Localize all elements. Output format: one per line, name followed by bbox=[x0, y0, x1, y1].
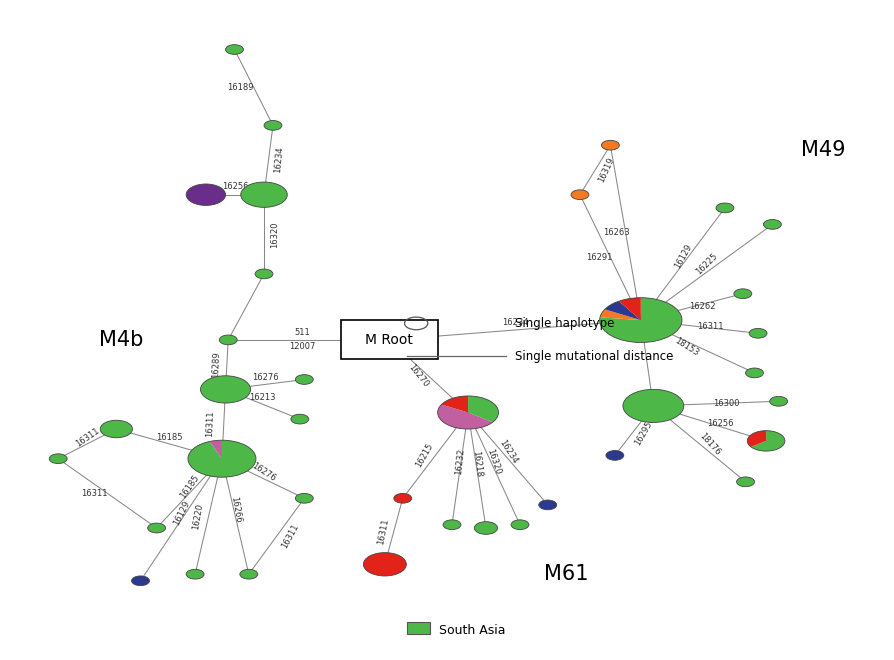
Text: 12007: 12007 bbox=[289, 342, 316, 351]
Text: 16185: 16185 bbox=[156, 433, 182, 442]
Text: 16189: 16189 bbox=[227, 83, 253, 92]
Ellipse shape bbox=[225, 45, 243, 54]
Polygon shape bbox=[750, 431, 784, 451]
Ellipse shape bbox=[748, 329, 766, 338]
Text: 16276: 16276 bbox=[249, 461, 276, 483]
Text: 16256: 16256 bbox=[706, 419, 733, 428]
Text: 16276: 16276 bbox=[251, 374, 278, 382]
Polygon shape bbox=[618, 298, 640, 320]
Text: 16256: 16256 bbox=[222, 182, 248, 191]
Ellipse shape bbox=[200, 376, 250, 403]
Ellipse shape bbox=[510, 520, 528, 529]
Ellipse shape bbox=[474, 521, 497, 535]
Ellipse shape bbox=[148, 523, 165, 533]
Text: 16311: 16311 bbox=[696, 322, 722, 331]
Ellipse shape bbox=[186, 570, 204, 579]
Ellipse shape bbox=[131, 576, 149, 585]
Ellipse shape bbox=[570, 190, 588, 199]
Ellipse shape bbox=[240, 570, 257, 579]
Text: 16215: 16215 bbox=[414, 442, 434, 469]
Ellipse shape bbox=[49, 454, 67, 463]
Polygon shape bbox=[599, 310, 640, 320]
Text: 16234: 16234 bbox=[502, 317, 527, 327]
Ellipse shape bbox=[291, 414, 308, 424]
Text: 16311: 16311 bbox=[73, 426, 101, 449]
Ellipse shape bbox=[240, 182, 287, 207]
Ellipse shape bbox=[715, 203, 733, 213]
Text: 16320: 16320 bbox=[485, 448, 502, 476]
Ellipse shape bbox=[733, 289, 751, 298]
Polygon shape bbox=[599, 298, 681, 343]
Text: 16232: 16232 bbox=[453, 448, 466, 476]
Polygon shape bbox=[188, 440, 256, 477]
Polygon shape bbox=[604, 301, 640, 320]
Ellipse shape bbox=[380, 335, 398, 345]
Ellipse shape bbox=[100, 420, 132, 438]
Text: 16129: 16129 bbox=[671, 242, 693, 270]
Text: South Asia: South Asia bbox=[438, 624, 504, 637]
Polygon shape bbox=[746, 431, 765, 447]
Text: 511: 511 bbox=[294, 328, 310, 337]
Text: 18176: 18176 bbox=[697, 431, 721, 457]
Ellipse shape bbox=[736, 477, 754, 486]
Text: 16266: 16266 bbox=[229, 496, 241, 524]
Ellipse shape bbox=[605, 451, 623, 460]
Ellipse shape bbox=[443, 520, 460, 529]
Text: 16262: 16262 bbox=[688, 302, 715, 312]
Ellipse shape bbox=[363, 552, 406, 576]
Text: 16218: 16218 bbox=[470, 450, 483, 477]
Text: 16289: 16289 bbox=[211, 351, 221, 378]
FancyBboxPatch shape bbox=[340, 321, 438, 359]
Text: 16185: 16185 bbox=[178, 473, 200, 500]
Text: M61: M61 bbox=[544, 564, 588, 584]
Text: 16213: 16213 bbox=[249, 393, 275, 402]
Text: 18153: 18153 bbox=[672, 336, 700, 357]
Text: 16263: 16263 bbox=[603, 228, 629, 237]
Ellipse shape bbox=[601, 141, 619, 150]
Polygon shape bbox=[468, 396, 498, 422]
Ellipse shape bbox=[295, 494, 313, 503]
Text: M4b: M4b bbox=[98, 330, 143, 350]
Ellipse shape bbox=[393, 494, 411, 503]
Text: 16311: 16311 bbox=[375, 517, 390, 545]
Text: 16234: 16234 bbox=[274, 147, 284, 174]
Polygon shape bbox=[441, 396, 468, 412]
Ellipse shape bbox=[538, 500, 556, 510]
Text: 16311: 16311 bbox=[280, 523, 299, 550]
Text: 16129: 16129 bbox=[171, 500, 191, 527]
Text: 16319: 16319 bbox=[595, 156, 615, 184]
Ellipse shape bbox=[264, 121, 282, 130]
Ellipse shape bbox=[745, 368, 763, 378]
Text: 16225: 16225 bbox=[693, 252, 719, 277]
Text: 16291: 16291 bbox=[586, 253, 612, 262]
Ellipse shape bbox=[255, 269, 273, 279]
Text: 16320: 16320 bbox=[270, 221, 279, 248]
Polygon shape bbox=[209, 440, 222, 459]
Text: M Root: M Root bbox=[365, 333, 413, 347]
Ellipse shape bbox=[622, 389, 683, 422]
Bar bbox=[407, 622, 429, 634]
Ellipse shape bbox=[769, 397, 787, 406]
Text: 16311: 16311 bbox=[205, 411, 215, 438]
Text: 16270: 16270 bbox=[406, 363, 429, 389]
Text: Single mutational distance: Single mutational distance bbox=[514, 350, 672, 363]
Ellipse shape bbox=[763, 220, 780, 229]
Text: 16295G: 16295G bbox=[632, 414, 656, 447]
Text: 16234: 16234 bbox=[496, 438, 519, 466]
Polygon shape bbox=[437, 405, 493, 429]
Ellipse shape bbox=[219, 335, 237, 345]
Ellipse shape bbox=[295, 375, 313, 384]
Text: 16220: 16220 bbox=[191, 503, 204, 530]
Text: 16311: 16311 bbox=[80, 489, 107, 498]
Text: M49: M49 bbox=[800, 141, 845, 160]
Text: 16300: 16300 bbox=[713, 399, 739, 408]
Ellipse shape bbox=[186, 184, 225, 205]
Text: Single haplotype: Single haplotype bbox=[514, 317, 613, 330]
